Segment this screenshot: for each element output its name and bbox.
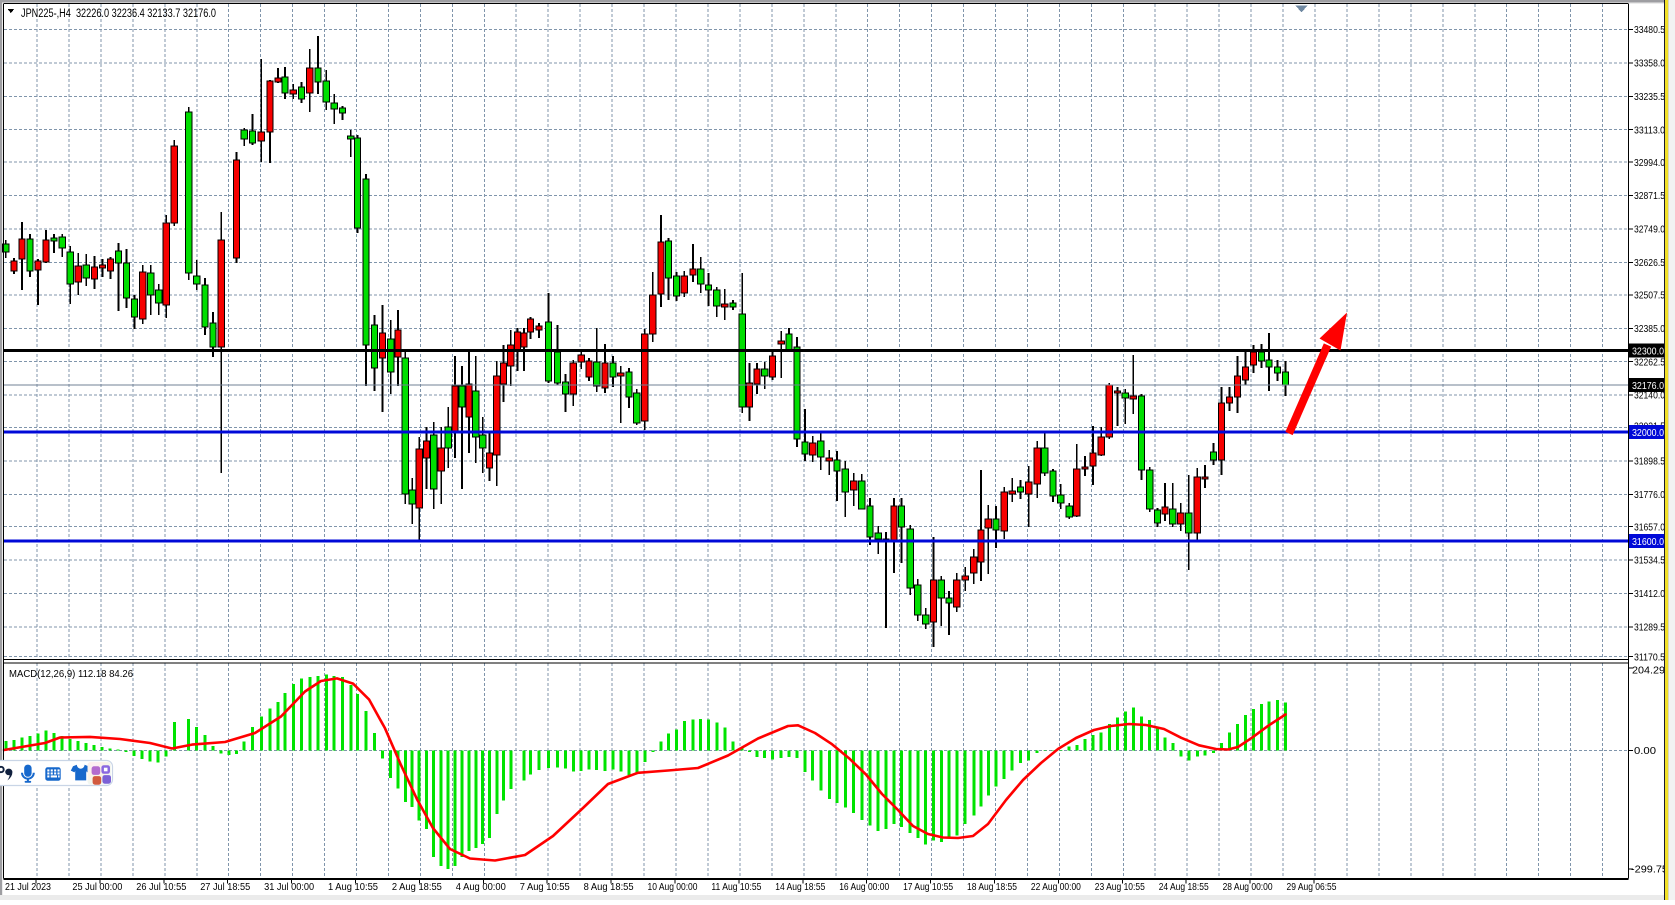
- svg-text:0.00: 0.00: [1634, 745, 1656, 757]
- svg-text:2 Aug 18:55: 2 Aug 18:55: [392, 881, 442, 893]
- svg-text:32871.5: 32871.5: [1634, 190, 1665, 202]
- svg-text:8 Aug 18:55: 8 Aug 18:55: [584, 881, 634, 893]
- svg-text:23 Aug 10:55: 23 Aug 10:55: [1095, 881, 1145, 893]
- svg-text:28 Aug 00:00: 28 Aug 00:00: [1223, 881, 1273, 893]
- svg-text:24 Aug 18:55: 24 Aug 18:55: [1159, 881, 1209, 893]
- svg-text:32140.0: 32140.0: [1634, 390, 1665, 402]
- svg-text:17 Aug 10:55: 17 Aug 10:55: [903, 881, 953, 893]
- svg-text:32507.5: 32507.5: [1634, 290, 1665, 302]
- svg-text:10 Aug 00:00: 10 Aug 00:00: [648, 881, 698, 893]
- svg-text:204.29: 204.29: [1632, 665, 1665, 677]
- svg-text:33235.5: 33235.5: [1634, 91, 1665, 103]
- svg-text:MACD(12,26,9) 112.18 84.26: MACD(12,26,9) 112.18 84.26: [9, 668, 133, 680]
- svg-text:11 Aug 10:55: 11 Aug 10:55: [711, 881, 761, 893]
- svg-text:27 Jul 18:55: 27 Jul 18:55: [200, 881, 250, 893]
- svg-text:25 Jul 00:00: 25 Jul 00:00: [72, 881, 122, 893]
- svg-text:22 Aug 00:00: 22 Aug 00:00: [1031, 881, 1081, 893]
- svg-text:JPN225-,H4 32226.0 32236.4 32: JPN225-,H4 32226.0 32236.4 32133.7 32176…: [21, 8, 216, 20]
- svg-text:33480.5: 33480.5: [1634, 24, 1665, 36]
- svg-text:33113.0: 33113.0: [1634, 124, 1665, 136]
- svg-text:4 Aug 00:00: 4 Aug 00:00: [456, 881, 506, 893]
- svg-text:31600.0: 31600.0: [1632, 536, 1664, 548]
- svg-text:31289.5: 31289.5: [1634, 622, 1665, 634]
- svg-text:14 Aug 18:55: 14 Aug 18:55: [775, 881, 825, 893]
- svg-text:1 Aug 10:55: 1 Aug 10:55: [328, 881, 378, 893]
- svg-text:26 Jul 10:55: 26 Jul 10:55: [136, 881, 186, 893]
- svg-text:-299.75: -299.75: [1631, 864, 1668, 876]
- svg-text:31412.0: 31412.0: [1634, 588, 1665, 600]
- svg-text:32262.5: 32262.5: [1634, 356, 1665, 368]
- svg-text:32749.0: 32749.0: [1634, 224, 1665, 236]
- svg-text:31534.5: 31534.5: [1634, 555, 1665, 567]
- svg-text:7 Aug 10:55: 7 Aug 10:55: [520, 881, 570, 893]
- svg-text:29 Aug 06:55: 29 Aug 06:55: [1287, 881, 1337, 893]
- svg-text:32626.5: 32626.5: [1634, 257, 1665, 269]
- svg-text:32000.0: 32000.0: [1632, 427, 1664, 439]
- svg-text:32300.0: 32300.0: [1632, 345, 1664, 357]
- svg-text:31 Jul 00:00: 31 Jul 00:00: [264, 881, 314, 893]
- svg-text:16 Aug 00:00: 16 Aug 00:00: [839, 881, 889, 893]
- svg-text:32994.0: 32994.0: [1634, 157, 1665, 169]
- svg-text:31776.0: 31776.0: [1634, 489, 1665, 501]
- svg-text:32176.0: 32176.0: [1632, 380, 1664, 392]
- svg-text:21 Jul 2023: 21 Jul 2023: [5, 881, 51, 893]
- svg-text:33358.0: 33358.0: [1634, 58, 1665, 70]
- svg-text:31170.5: 31170.5: [1634, 651, 1665, 663]
- svg-text:32385.0: 32385.0: [1634, 323, 1665, 335]
- svg-text:31657.0: 31657.0: [1634, 521, 1665, 533]
- svg-text:18 Aug 18:55: 18 Aug 18:55: [967, 881, 1017, 893]
- svg-text:31898.5: 31898.5: [1634, 456, 1665, 468]
